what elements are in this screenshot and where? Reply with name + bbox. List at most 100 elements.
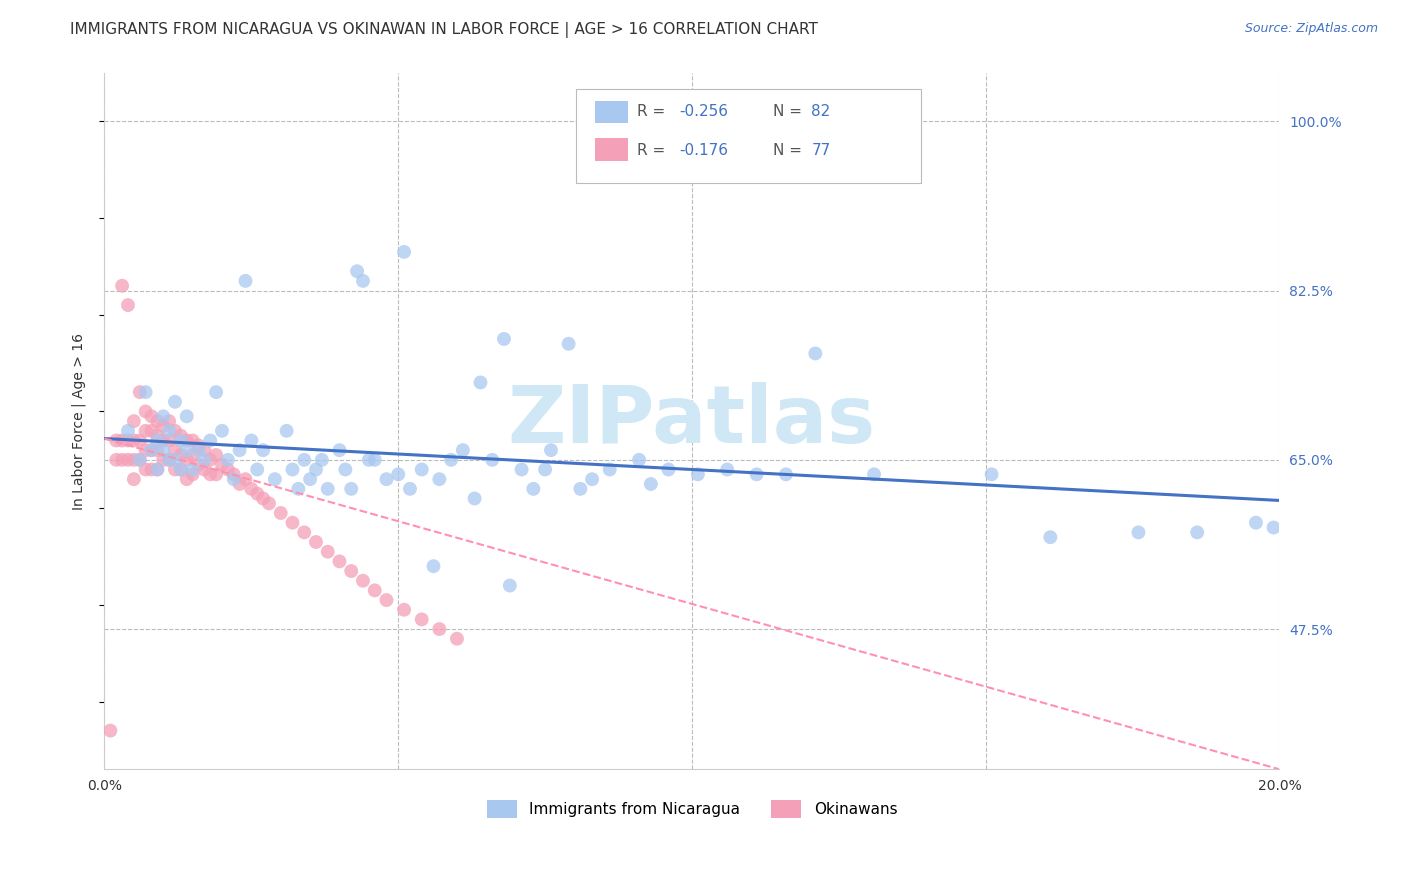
Point	[176, 443, 198, 458]
Point	[422, 559, 444, 574]
Point	[411, 612, 433, 626]
Point	[157, 453, 180, 467]
Point	[328, 443, 350, 458]
Point	[211, 458, 233, 472]
Legend: Immigrants from Nicaragua, Okinawans: Immigrants from Nicaragua, Okinawans	[481, 794, 904, 824]
Point	[181, 462, 204, 476]
Point	[281, 462, 304, 476]
Point	[122, 434, 145, 448]
Point	[141, 443, 163, 458]
Text: IMMIGRANTS FROM NICARAGUA VS OKINAWAN IN LABOR FORCE | AGE > 16 CORRELATION CHAR: IMMIGRANTS FROM NICARAGUA VS OKINAWAN IN…	[70, 22, 818, 38]
Point	[176, 472, 198, 486]
Text: N =: N =	[773, 104, 807, 120]
Point	[111, 278, 134, 293]
Point	[340, 482, 363, 496]
Point	[157, 424, 180, 438]
Point	[200, 467, 222, 482]
Text: R =: R =	[637, 104, 671, 120]
Point	[340, 564, 363, 578]
Point	[252, 443, 274, 458]
Point	[228, 443, 250, 458]
Point	[980, 467, 1002, 482]
Point	[122, 414, 145, 428]
Point	[599, 462, 621, 476]
Point	[170, 462, 193, 476]
Point	[135, 443, 157, 458]
Point	[222, 467, 245, 482]
Point	[305, 535, 328, 549]
Point	[222, 472, 245, 486]
Point	[205, 467, 228, 482]
Point	[135, 404, 157, 418]
Point	[117, 298, 139, 312]
Point	[1039, 530, 1062, 544]
Point	[146, 414, 169, 428]
Point	[157, 434, 180, 448]
Point	[228, 477, 250, 491]
Point	[640, 477, 662, 491]
Point	[534, 462, 557, 476]
Point	[451, 443, 474, 458]
Point	[152, 419, 174, 434]
Point	[775, 467, 797, 482]
Point	[235, 274, 257, 288]
Point	[686, 467, 709, 482]
Point	[316, 482, 339, 496]
Point	[427, 622, 450, 636]
Point	[581, 472, 603, 486]
Point	[217, 462, 239, 476]
Point	[427, 472, 450, 486]
Point	[187, 458, 209, 472]
Point	[146, 443, 169, 458]
Point	[346, 264, 368, 278]
Point	[411, 462, 433, 476]
Point	[200, 453, 222, 467]
Point	[146, 462, 169, 476]
Point	[364, 453, 387, 467]
Text: 77: 77	[811, 143, 831, 158]
Point	[399, 482, 422, 496]
Point	[117, 453, 139, 467]
Point	[446, 632, 468, 646]
Point	[170, 434, 193, 448]
Point	[117, 434, 139, 448]
Point	[163, 424, 186, 438]
Point	[128, 434, 150, 448]
Text: -0.256: -0.256	[679, 104, 728, 120]
Point	[157, 414, 180, 428]
Point	[745, 467, 768, 482]
Point	[716, 462, 738, 476]
Point	[163, 443, 186, 458]
Point	[181, 448, 204, 462]
Text: R =: R =	[637, 143, 671, 158]
Point	[657, 462, 679, 476]
Point	[299, 472, 322, 486]
Point	[316, 545, 339, 559]
Point	[240, 482, 263, 496]
Point	[375, 472, 398, 486]
Point	[246, 462, 269, 476]
Y-axis label: In Labor Force | Age > 16: In Labor Force | Age > 16	[72, 333, 86, 509]
Point	[311, 453, 333, 467]
Point	[152, 453, 174, 467]
Point	[176, 434, 198, 448]
Point	[557, 336, 579, 351]
Point	[141, 443, 163, 458]
Point	[357, 453, 380, 467]
Point	[510, 462, 533, 476]
Point	[235, 472, 257, 486]
Point	[105, 453, 128, 467]
Point	[135, 424, 157, 438]
Point	[364, 583, 387, 598]
Point	[257, 496, 280, 510]
Point	[98, 723, 121, 738]
Point	[128, 385, 150, 400]
Point	[146, 434, 169, 448]
Point	[205, 385, 228, 400]
Point	[281, 516, 304, 530]
Point	[863, 467, 886, 482]
Point	[128, 453, 150, 467]
Point	[152, 409, 174, 424]
Point	[187, 438, 209, 452]
Point	[481, 453, 503, 467]
